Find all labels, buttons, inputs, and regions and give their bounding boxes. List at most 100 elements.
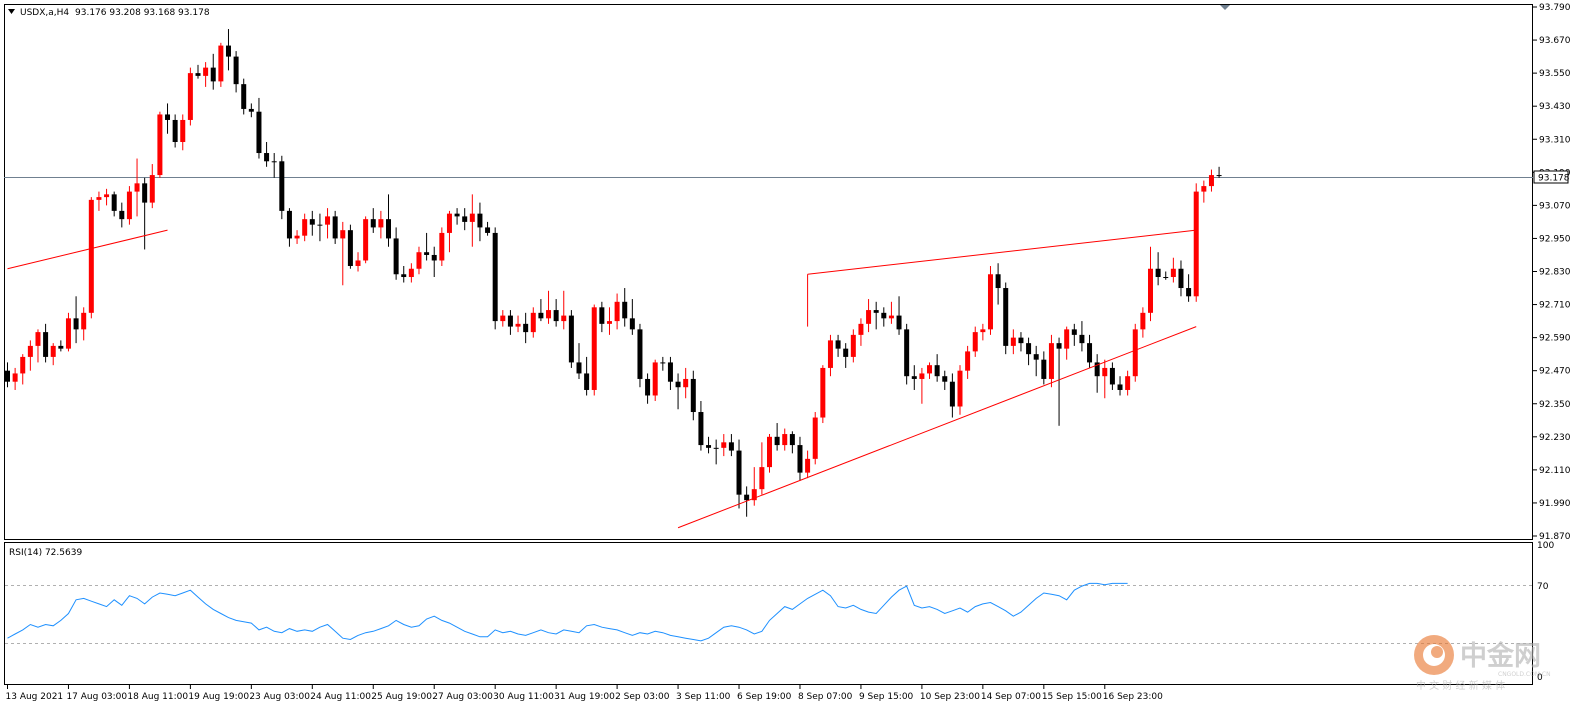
candle — [325, 208, 331, 239]
candle-body — [1087, 343, 1093, 363]
chart-header: USDX,a,H4 93.176 93.208 93.168 93.178 — [8, 8, 210, 18]
candle — [1208, 169, 1214, 192]
candle — [386, 194, 391, 247]
price-tick-label: 92.830 — [1539, 268, 1571, 278]
time-tick-label: 23 Aug 03:00 — [249, 692, 310, 702]
candle-body — [111, 194, 117, 211]
candle-body — [424, 252, 430, 255]
candle-body — [149, 175, 155, 203]
candle — [431, 246, 437, 278]
candle-body — [683, 378, 689, 388]
candle-body — [378, 219, 384, 228]
candle — [1079, 321, 1085, 352]
candle — [568, 310, 574, 368]
candle — [43, 323, 49, 363]
candle — [416, 246, 422, 275]
trendlines-layer[interactable] — [7, 229, 1197, 529]
candle-body — [332, 216, 338, 239]
candle-body — [568, 315, 574, 363]
candle — [363, 216, 369, 264]
rsi-panel[interactable]: RSI(14) 72.5639 100 70 0 — [4, 541, 1555, 685]
candle-body — [965, 351, 971, 371]
time-tick-label: 3 Sep 11:00 — [676, 692, 731, 702]
rsi-axis: 100 70 0 — [1537, 541, 1554, 683]
candle — [690, 370, 696, 421]
candle — [683, 367, 689, 399]
price-panel[interactable]: USDX,a,H4 93.176 93.208 93.168 93.178 — [4, 4, 1533, 540]
candle — [424, 232, 430, 261]
cngold-watermark: 中金网 CNGOLD.COM.CN 中 文 财 经 新 媒 体 — [1414, 635, 1551, 692]
shift-marker-icon[interactable] — [1220, 5, 1230, 10]
symbol-dropdown-icon[interactable] — [8, 9, 15, 14]
candle-body — [767, 436, 772, 468]
candle-body — [805, 458, 811, 473]
candle — [507, 310, 513, 335]
candle-body — [1148, 268, 1153, 313]
candle-body — [843, 348, 849, 357]
candle — [340, 221, 346, 286]
candle — [187, 67, 193, 126]
candle-body — [210, 67, 216, 82]
candle-body — [180, 119, 186, 143]
trendline[interactable] — [677, 326, 1197, 529]
watermark-sub: CNGOLD.COM.CN — [1498, 671, 1551, 678]
price-tick-label: 92.230 — [1539, 433, 1571, 443]
candle-body — [1201, 186, 1207, 192]
rsi-panel-frame — [4, 542, 1533, 685]
candle-body — [1010, 337, 1016, 346]
candle-body — [751, 489, 757, 501]
candle — [774, 423, 780, 451]
time-tick-label: 15 Sep 15:00 — [1042, 692, 1102, 702]
candle-body — [706, 445, 712, 448]
candle — [5, 362, 10, 388]
candle — [721, 434, 727, 457]
candle — [233, 51, 239, 93]
trendline[interactable] — [7, 229, 168, 270]
trendline[interactable] — [807, 229, 1197, 275]
symbol-label[interactable]: USDX,a,H4 — [20, 8, 69, 18]
candle-body — [728, 442, 734, 451]
candle — [1109, 362, 1115, 390]
candle — [88, 197, 94, 319]
candle-body — [911, 376, 917, 379]
candle-body — [431, 254, 437, 261]
candle — [805, 450, 811, 479]
candle — [347, 224, 353, 269]
candle — [881, 307, 887, 327]
candle-body — [645, 378, 651, 396]
candle-body — [218, 45, 224, 82]
candle-body — [591, 307, 597, 390]
candle-body — [1178, 268, 1184, 289]
current-price-label: 93.178 — [1538, 174, 1570, 184]
candle-body — [987, 274, 993, 330]
candle — [622, 288, 628, 327]
candle — [538, 299, 544, 322]
candle-body — [446, 213, 452, 233]
candle — [378, 210, 384, 239]
candle-body — [881, 312, 887, 319]
candle — [576, 343, 582, 379]
candle — [782, 428, 788, 451]
candle — [81, 307, 87, 341]
candle — [812, 412, 818, 465]
candle — [927, 362, 933, 379]
candle-body — [835, 340, 841, 349]
candle-body — [1117, 384, 1123, 390]
candle — [1163, 271, 1169, 280]
candle-body — [1041, 359, 1047, 379]
time-tick-label: 10 Sep 23:00 — [920, 692, 980, 702]
rsi-line — [7, 582, 1128, 642]
candle-body — [347, 230, 353, 266]
candle-body — [241, 84, 247, 109]
candle-body — [477, 213, 483, 228]
candle — [264, 142, 270, 167]
candle-body — [492, 232, 498, 322]
candle-body — [88, 199, 94, 313]
candle-body — [439, 232, 445, 261]
candle — [652, 359, 658, 401]
candle — [1170, 257, 1176, 283]
candle — [736, 439, 742, 509]
price-tick-label: 91.870 — [1539, 532, 1571, 542]
candle-body — [20, 356, 26, 374]
